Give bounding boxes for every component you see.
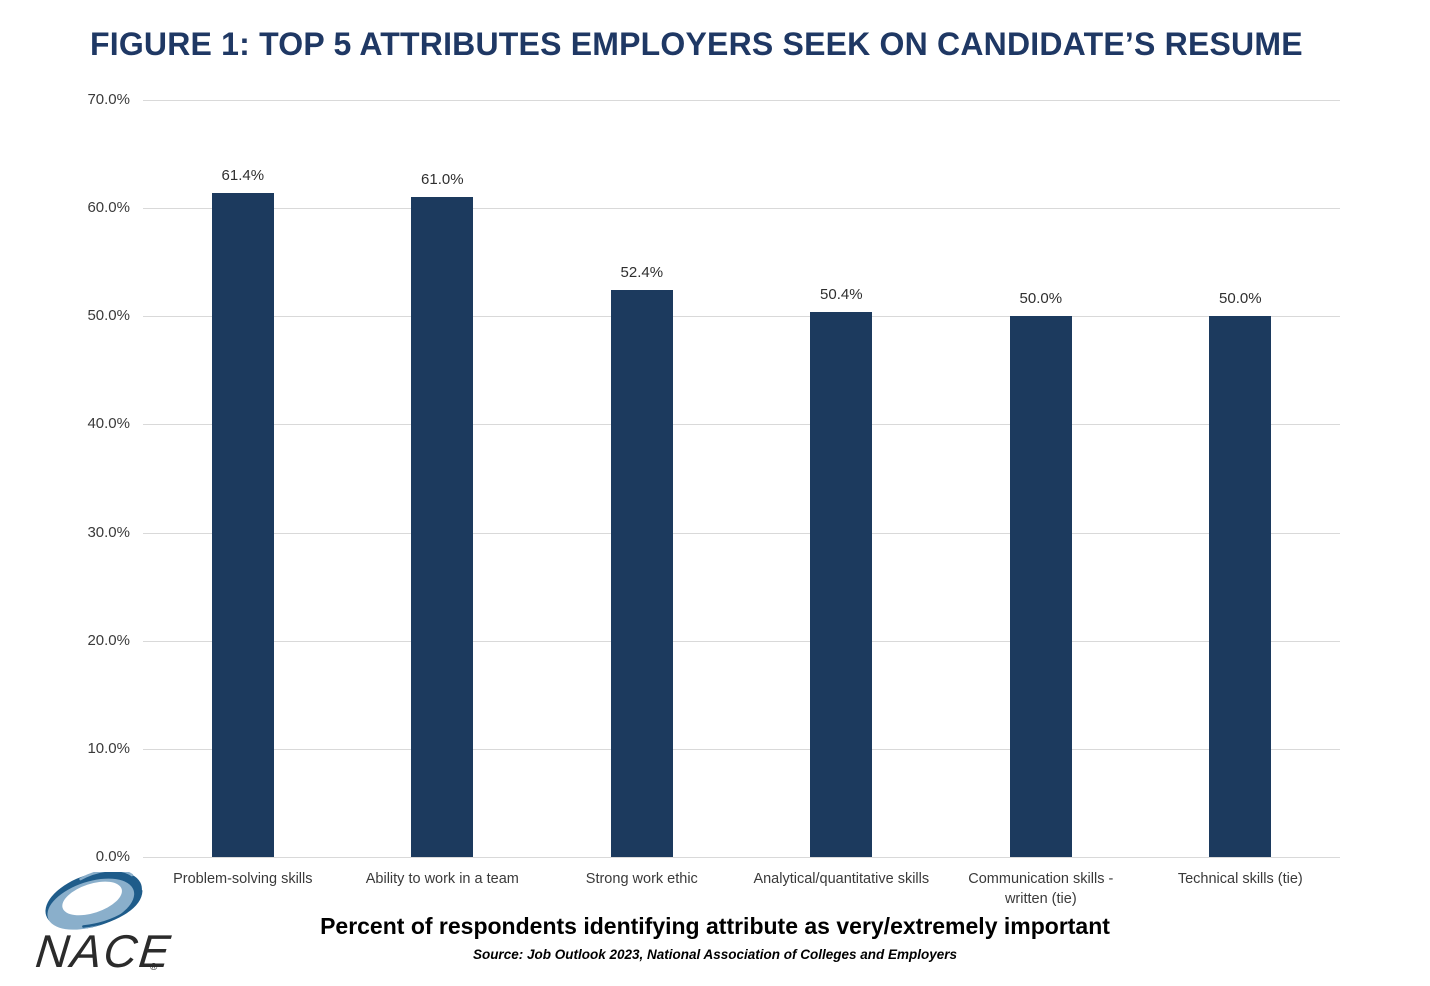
registered-trademark-icon: ® [150, 962, 158, 973]
y-axis-tick-label: 20.0% [87, 631, 130, 649]
x-axis-category-label: Analytical/quantitative skills [753, 871, 930, 887]
x-axis-category-label: Technical skills (tie) [1177, 871, 1303, 887]
y-axis-tick-label: 40.0% [87, 415, 130, 433]
chart-caption: Percent of respondents identifying attri… [320, 913, 1110, 939]
x-axis-category-label: Communication skills - written (tie) [968, 871, 1114, 908]
bar [211, 193, 274, 857]
gridline [143, 424, 1340, 426]
bar [810, 312, 873, 857]
bar [1209, 316, 1272, 857]
gridline [143, 100, 1340, 101]
bar-value-label: 50.0% [1019, 290, 1063, 308]
source-note: Source: Job Outlook 2023, National Assoc… [472, 947, 958, 962]
y-axis-tick-label: 0.0% [95, 848, 130, 865]
bar-value-label: 61.0% [421, 171, 464, 189]
y-axis-tick-label: 60.0% [87, 199, 130, 217]
bar-value-label: 52.4% [620, 264, 664, 282]
gridline [143, 208, 1340, 210]
bar [1009, 316, 1072, 857]
nace-logo: NACE ® [33, 872, 184, 982]
x-axis-category-label: Ability to work in a team [365, 871, 519, 887]
bar-value-label: 50.4% [820, 286, 863, 303]
gridline [143, 316, 1340, 318]
gridline [143, 857, 1340, 858]
nace-swirl-icon [45, 872, 143, 930]
y-axis-tick-label: 70.0% [87, 91, 130, 108]
gridline [143, 748, 1340, 750]
gridline [143, 640, 1340, 642]
bar [610, 290, 673, 857]
bar-value-label: 61.4% [221, 167, 265, 184]
figure-title: FIGURE 1: TOP 5 ATTRIBUTES EMPLOYERS SEE… [90, 26, 1303, 62]
y-axis-tick-label: 50.0% [87, 307, 130, 325]
gridline [143, 532, 1340, 534]
y-axis-tick-label: 10.0% [87, 739, 130, 757]
y-axis-tick-label: 30.0% [87, 523, 130, 541]
bar-value-label: 50.0% [1219, 290, 1262, 308]
bar [411, 197, 474, 857]
x-axis-category-label: Problem-solving skills [173, 871, 313, 887]
x-axis-category-label: Strong work ethic [585, 871, 698, 887]
